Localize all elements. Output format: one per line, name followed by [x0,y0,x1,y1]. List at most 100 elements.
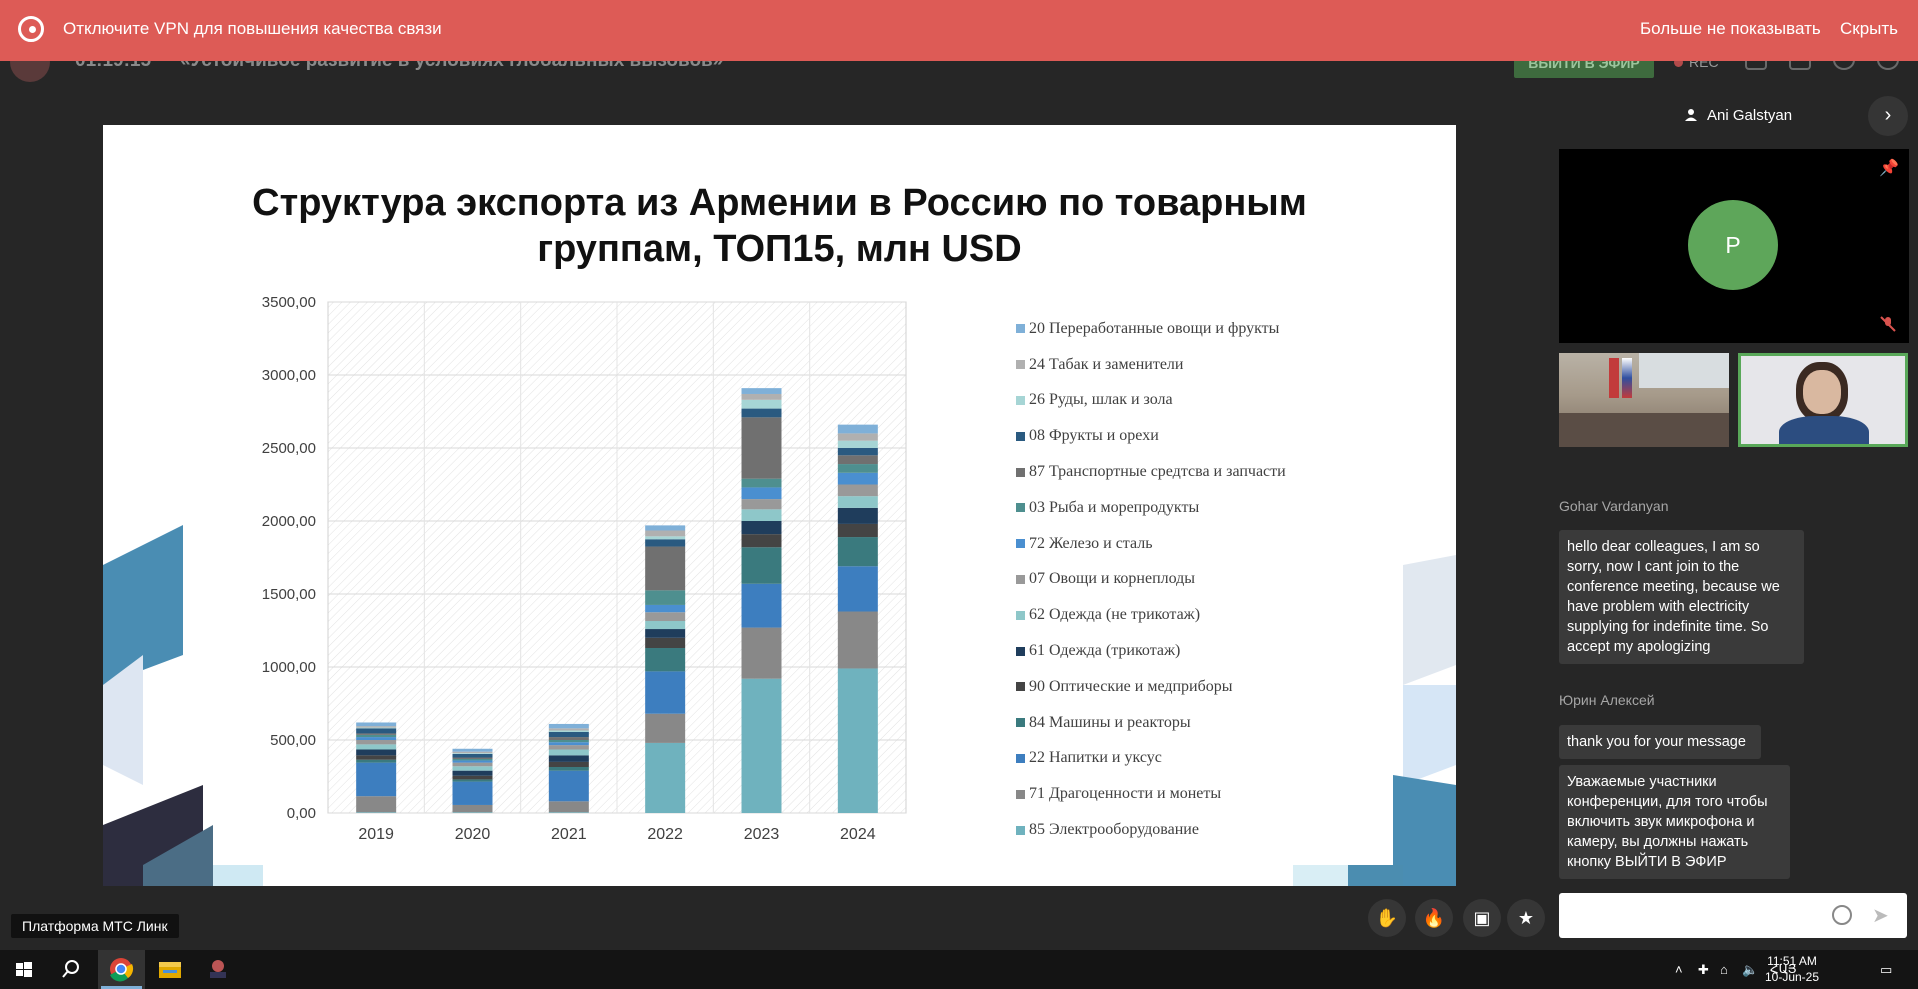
legend-item: 24 Табак и заменители [1016,347,1286,383]
legend-swatch [1016,431,1025,441]
bar-segment [356,740,397,745]
bar-segment [645,629,686,638]
chat-line: thank you for your message [1567,734,1746,750]
bar-segment [645,612,686,622]
bar-segment [741,583,782,628]
bar-segment [452,757,493,759]
tray-app-icon[interactable]: ✚ [1698,962,1709,977]
bar-segment [645,604,686,613]
bar-segment [837,464,878,473]
legend-swatch [1016,360,1025,370]
taskbar: ˄ ✚ ⌂ 🔈 ՀԱՅ 11:51 AM 10-Jun-25 ▭ [0,950,1918,989]
app-icon[interactable] [195,950,242,989]
dont-show-again-link[interactable]: Больше не показывать [1640,19,1821,38]
chat-line: камеру, вы должны нажать [1567,834,1749,850]
connection-warning-icon [18,16,44,42]
bar-segment [548,761,589,768]
x-tick-label: 2019 [358,826,394,843]
favorite-icon[interactable]: ★ [1507,899,1545,937]
legend-swatch [1016,610,1025,620]
flag [1622,358,1632,398]
legend-label: 24 Табак и заменители [1029,355,1184,373]
chrome-icon[interactable] [98,950,145,989]
chart-legend: 20 Переработанные овощи и фрукты 24 Табак… [1016,311,1286,848]
legend-label: 26 Руды, шлак и зола [1029,391,1173,409]
bar-segment [645,742,686,813]
network-icon[interactable]: ⌂ [1720,962,1728,977]
x-tick-label: 2022 [647,826,683,843]
bar-segment [837,440,878,448]
bar-segment [837,455,878,465]
send-icon[interactable]: ➤ [1872,905,1889,927]
emoji-icon[interactable] [1832,905,1852,925]
bar-segment [452,753,493,758]
bar-segment [548,749,589,756]
hide-banner-link[interactable]: Скрыть [1840,19,1899,38]
bar-segment [645,637,686,649]
bar-segment [837,668,878,813]
collapse-panel-button[interactable]: › [1868,96,1908,136]
search-icon[interactable] [47,950,94,989]
notifications-icon[interactable]: ▭ [1880,962,1893,977]
bar-segment [356,733,397,735]
tray-expand-icon[interactable]: ˄ [1675,962,1683,977]
bar-segment [645,713,686,743]
bar-segment [452,762,493,767]
volume-icon[interactable]: 🔈 [1742,962,1759,977]
desk [1559,413,1729,447]
bar-segment [356,762,397,797]
bar-segment [548,745,589,750]
bar-segment [645,539,686,547]
system-clock[interactable]: 11:51 AM 10-Jun-25 [1752,953,1832,985]
pin-icon[interactable]: 📌 [1879,160,1899,177]
platform-label: Платформа МТС Линк [11,914,179,938]
legend-swatch [1016,682,1025,692]
bar-segment [356,759,397,763]
legend-item: 90 Оптические и медприборы [1016,669,1286,705]
legend-label: 85 Электрооборудование [1029,821,1199,839]
bar-segment [548,731,589,738]
chat-input[interactable] [1559,893,1907,938]
bar-segment [741,499,782,510]
x-tick-label: 2021 [551,826,587,843]
file-explorer-icon[interactable] [146,950,193,989]
bar-segment [452,812,493,813]
legend-item: 20 Переработанные овощи и фрукты [1016,311,1286,347]
legend-swatch [1016,503,1025,513]
raise-hand-icon[interactable]: ✋ [1368,899,1406,937]
language-indicator[interactable]: ՀԱՅ [1770,962,1797,976]
layout-icon[interactable]: ▣ [1463,899,1501,937]
y-tick-label: 3000,00 [262,367,316,384]
bar-segment [837,566,878,612]
legend-item: 85 Электрооборудование [1016,812,1286,848]
chat-line: кнопку ВЫЙТИ В ЭФИР [1567,854,1727,870]
x-tick-label: 2023 [744,826,780,843]
bar-segment [741,678,782,813]
legend-label: 62 Одежда (не трикотаж) [1029,606,1201,624]
bar-segment [452,804,493,813]
chat-line: have problem with electricity [1567,599,1750,615]
bar-segment [548,730,589,732]
windows-start-icon[interactable] [0,950,47,989]
legend-item: 22 Напитки и уксус [1016,741,1286,777]
video-thumbnail-speaker[interactable] [1738,353,1908,447]
bar-segment [356,727,397,729]
y-tick-label: 0,00 [287,805,316,822]
legend-label: 84 Машины и реакторы [1029,713,1191,731]
reaction-icon[interactable]: 🔥 [1415,899,1453,937]
chat-author: Gohar Vardanyan [1559,498,1669,514]
slide-title-line2: группам, ТОП15, млн USD [537,228,1022,270]
video-thumbnail-room[interactable] [1559,353,1729,447]
chat-line: accept my apologizing [1567,639,1711,655]
bar-segment [741,534,782,548]
bar-segment [837,484,878,497]
chat-line: включить звук микрофона и [1567,814,1755,830]
slide-title-line1: Структура экспорта из Армении в Россию п… [252,182,1307,224]
chat-message: thank you for your message [1559,725,1761,759]
bar-segment [452,758,493,761]
x-tick-label: 2020 [455,826,491,843]
legend-swatch [1016,825,1025,835]
bar-segment [741,393,782,400]
bar-segment [548,728,589,731]
